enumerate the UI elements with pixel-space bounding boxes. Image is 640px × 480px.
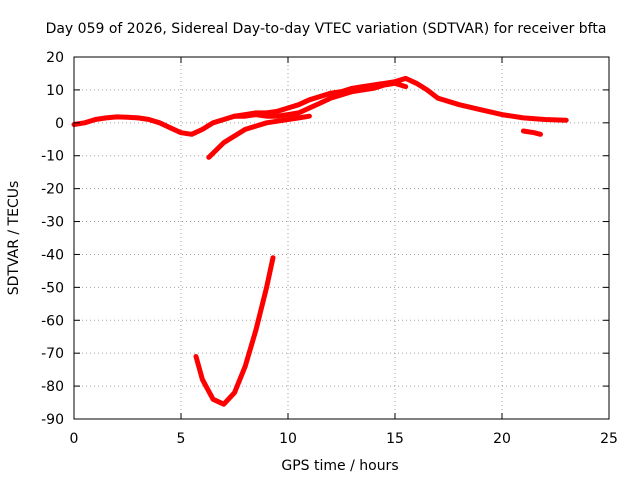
x-tick-label: 25 xyxy=(600,431,618,447)
y-tick-label: -80 xyxy=(41,379,64,395)
y-tick-label: -30 xyxy=(41,215,64,231)
y-axis-label: SDTVAR / TECUs xyxy=(6,181,22,296)
data-series-group xyxy=(71,75,569,407)
grid-lines xyxy=(74,57,609,419)
series-arc-short-tail xyxy=(520,128,543,137)
y-tick-label: -20 xyxy=(41,182,64,198)
y-tick-label: -90 xyxy=(41,412,64,428)
y-tick-label: -60 xyxy=(41,313,64,329)
series-arc-hook xyxy=(206,113,312,160)
series-arc-u-shape xyxy=(193,255,276,407)
y-tick-label: -10 xyxy=(41,149,64,165)
series-arc-secondary xyxy=(232,80,409,119)
x-tick-label: 10 xyxy=(279,431,297,447)
plot-frame xyxy=(73,56,610,420)
tick-labels: 0 5 10 15 20 25 20 10 0 -10 -20 -30 -40 -50 -60 -70 -80 -… xyxy=(41,50,618,447)
y-tick-label: 0 xyxy=(55,116,64,132)
chart-title: Day 059 of 2026, Sidereal Day-to-day VTE… xyxy=(46,21,607,37)
x-tick-label: 15 xyxy=(386,431,404,447)
y-tick-label: -40 xyxy=(41,247,64,263)
y-tick-label: -70 xyxy=(41,346,64,362)
x-axis-label: GPS time / hours xyxy=(281,458,398,474)
x-tick-label: 0 xyxy=(70,431,79,447)
y-tick-label: 10 xyxy=(46,83,64,99)
x-tick-label: 20 xyxy=(493,431,511,447)
series-arc-main xyxy=(71,75,569,137)
y-tick-label: 20 xyxy=(46,50,64,66)
y-tick-label: -50 xyxy=(41,280,64,296)
x-tick-label: 5 xyxy=(177,431,186,447)
axis-ticks xyxy=(73,56,610,420)
